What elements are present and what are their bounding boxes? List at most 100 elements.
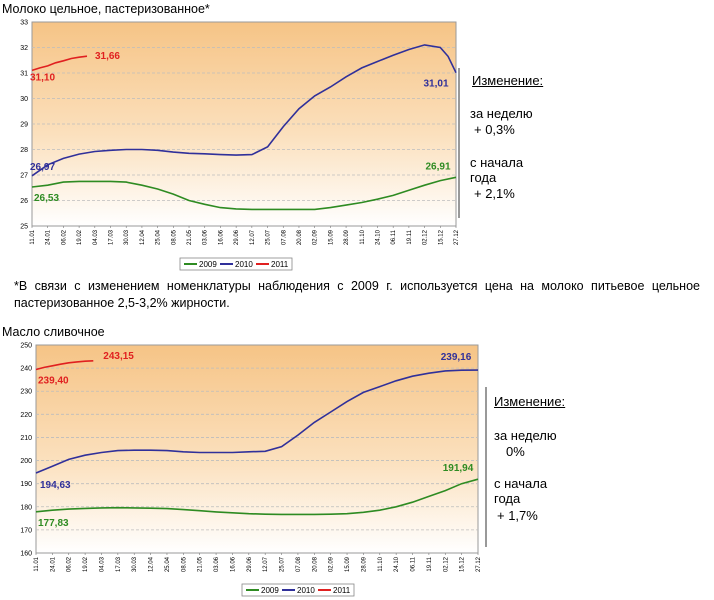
data-label: 26,53 xyxy=(34,193,59,204)
data-label: 243,15 xyxy=(103,351,134,362)
x-tick-label: 11.01 xyxy=(34,556,40,571)
data-label: 26,91 xyxy=(425,161,450,172)
x-tick-label: 24.01 xyxy=(50,556,56,572)
data-label: 177,83 xyxy=(38,518,69,529)
x-tick-label: 28.09 xyxy=(361,556,367,572)
butter-ytd-label-1: с начала xyxy=(494,476,548,491)
butter-ytd-label-2: года xyxy=(494,491,521,506)
x-tick-label: 04.03 xyxy=(99,556,105,572)
data-label: 31,01 xyxy=(423,79,448,90)
y-tick-label: 240 xyxy=(20,366,32,373)
chart-title-milk: Молоко цельное, пастеризованное* xyxy=(2,2,210,16)
y-tick-label: 160 xyxy=(20,551,32,558)
y-tick-label: 200 xyxy=(20,458,32,465)
legend-entry: 2010 xyxy=(235,260,253,269)
x-tick-label: 11.10 xyxy=(378,556,384,571)
x-tick-label: 29.06 xyxy=(247,556,253,572)
x-tick-label: 03.06 xyxy=(203,229,209,245)
x-tick-label: 20.08 xyxy=(312,556,318,572)
x-tick-label: 24.01 xyxy=(46,229,52,245)
x-tick-label: 08.05 xyxy=(171,229,177,245)
x-tick-label: 25.07 xyxy=(280,556,286,572)
y-tick-label: 27 xyxy=(20,173,28,180)
x-tick-label: 12.07 xyxy=(263,556,269,572)
series-line-2009 xyxy=(35,478,479,516)
legend-entry: 2010 xyxy=(297,586,315,595)
y-tick-label: 220 xyxy=(20,412,32,419)
y-tick-label: 30 xyxy=(20,96,28,103)
x-tick-label: 06.02 xyxy=(67,556,73,572)
legend-box xyxy=(241,583,355,597)
data-label: 31,10 xyxy=(30,72,55,83)
data-label: 239,16 xyxy=(441,352,472,363)
x-tick-label: 30.03 xyxy=(132,556,138,572)
x-tick-label: 25.04 xyxy=(156,229,162,245)
x-tick-label: 25.04 xyxy=(165,556,171,572)
chart-title-butter: Масло сливочное xyxy=(2,325,105,339)
y-tick-label: 32 xyxy=(20,45,28,52)
legend-box xyxy=(179,257,293,271)
x-tick-label: 15.09 xyxy=(345,556,351,572)
butter-summary: Изменение: xyxy=(494,394,565,409)
y-tick-label: 230 xyxy=(20,389,32,396)
data-label: 191,94 xyxy=(443,463,474,474)
x-tick-label: 15.09 xyxy=(328,229,334,245)
x-tick-label: 30.03 xyxy=(124,229,130,245)
data-label: 31,66 xyxy=(95,51,120,62)
data-label: 194,63 xyxy=(40,480,71,491)
x-tick-label: 24.10 xyxy=(394,556,400,572)
plot-area xyxy=(35,344,479,554)
milk-week-label: за неделю xyxy=(470,106,533,121)
x-tick-label: 08.05 xyxy=(181,556,187,572)
x-tick-label: 19.11 xyxy=(427,556,433,571)
x-tick-label: 21.05 xyxy=(198,556,204,572)
milk-ytd-label-1: с начала xyxy=(470,155,524,170)
x-tick-label: 21.05 xyxy=(187,229,193,245)
x-tick-label: 07.08 xyxy=(296,556,302,572)
y-tick-label: 29 xyxy=(20,122,28,129)
x-tick-label: 19.02 xyxy=(77,229,83,245)
y-tick-label: 180 xyxy=(20,504,32,511)
series-line-2011 xyxy=(35,360,94,371)
series-line-2010 xyxy=(35,369,479,474)
y-tick-label: 190 xyxy=(20,481,32,488)
y-tick-label: 25 xyxy=(20,224,28,231)
x-tick-label: 03.06 xyxy=(214,556,220,572)
data-label: 26,97 xyxy=(30,162,55,173)
data-label: 239,40 xyxy=(38,375,69,386)
series-line-2010 xyxy=(31,44,457,177)
butter-ytd-value: + 1,7% xyxy=(497,508,538,523)
x-tick-label: 29.06 xyxy=(234,229,240,245)
x-tick-label: 06.11 xyxy=(391,229,397,244)
x-tick-label: 25.07 xyxy=(266,229,272,245)
legend-entry: 2011 xyxy=(333,586,351,595)
x-tick-label: 20.08 xyxy=(297,229,303,245)
milk-week-value: + 0,3% xyxy=(474,122,515,137)
x-tick-label: 02.09 xyxy=(329,556,335,572)
x-tick-label: 17.03 xyxy=(116,556,122,572)
x-tick-label: 11.01 xyxy=(30,229,36,244)
x-tick-label: 28.09 xyxy=(344,229,350,245)
x-tick-label: 02.09 xyxy=(313,229,319,245)
butter-summary-header: Изменение: xyxy=(494,394,566,409)
y-tick-label: 33 xyxy=(20,20,28,27)
x-tick-label: 06.11 xyxy=(411,556,417,571)
x-tick-label: 16.06 xyxy=(230,556,236,572)
legend-entry: 2009 xyxy=(261,586,279,595)
milk-ytd-value: + 2,1% xyxy=(474,186,515,201)
y-tick-label: 31 xyxy=(20,71,28,78)
legend-entry: 2009 xyxy=(199,260,217,269)
legend-entry: 2011 xyxy=(271,260,289,269)
x-tick-label: 12.07 xyxy=(250,229,256,245)
milk-summary: Изменение: xyxy=(472,73,543,88)
chart-butter: 160 170 180 190 200 210 220 230 240 250 11.01 24.01… xyxy=(20,343,487,597)
x-tick-label: 02.12 xyxy=(423,229,429,245)
series-line-2011 xyxy=(31,55,88,72)
x-tick-label: 02.12 xyxy=(443,556,449,572)
x-tick-label: 04.03 xyxy=(93,229,99,245)
milk-summary-header: Изменение: xyxy=(472,73,544,88)
x-tick-label: 06.02 xyxy=(61,229,67,245)
x-tick-label: 19.11 xyxy=(407,229,413,244)
footnote: *В связи с изменением номенклатуры наблю… xyxy=(14,279,700,310)
